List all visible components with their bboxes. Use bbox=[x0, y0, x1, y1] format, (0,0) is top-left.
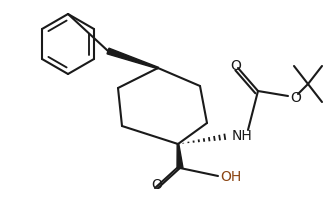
Polygon shape bbox=[107, 48, 158, 69]
Text: OH: OH bbox=[220, 170, 241, 184]
Text: O: O bbox=[231, 59, 241, 73]
Text: O: O bbox=[290, 91, 301, 105]
Polygon shape bbox=[177, 144, 183, 168]
Text: O: O bbox=[152, 178, 162, 192]
Text: NH: NH bbox=[232, 129, 253, 143]
